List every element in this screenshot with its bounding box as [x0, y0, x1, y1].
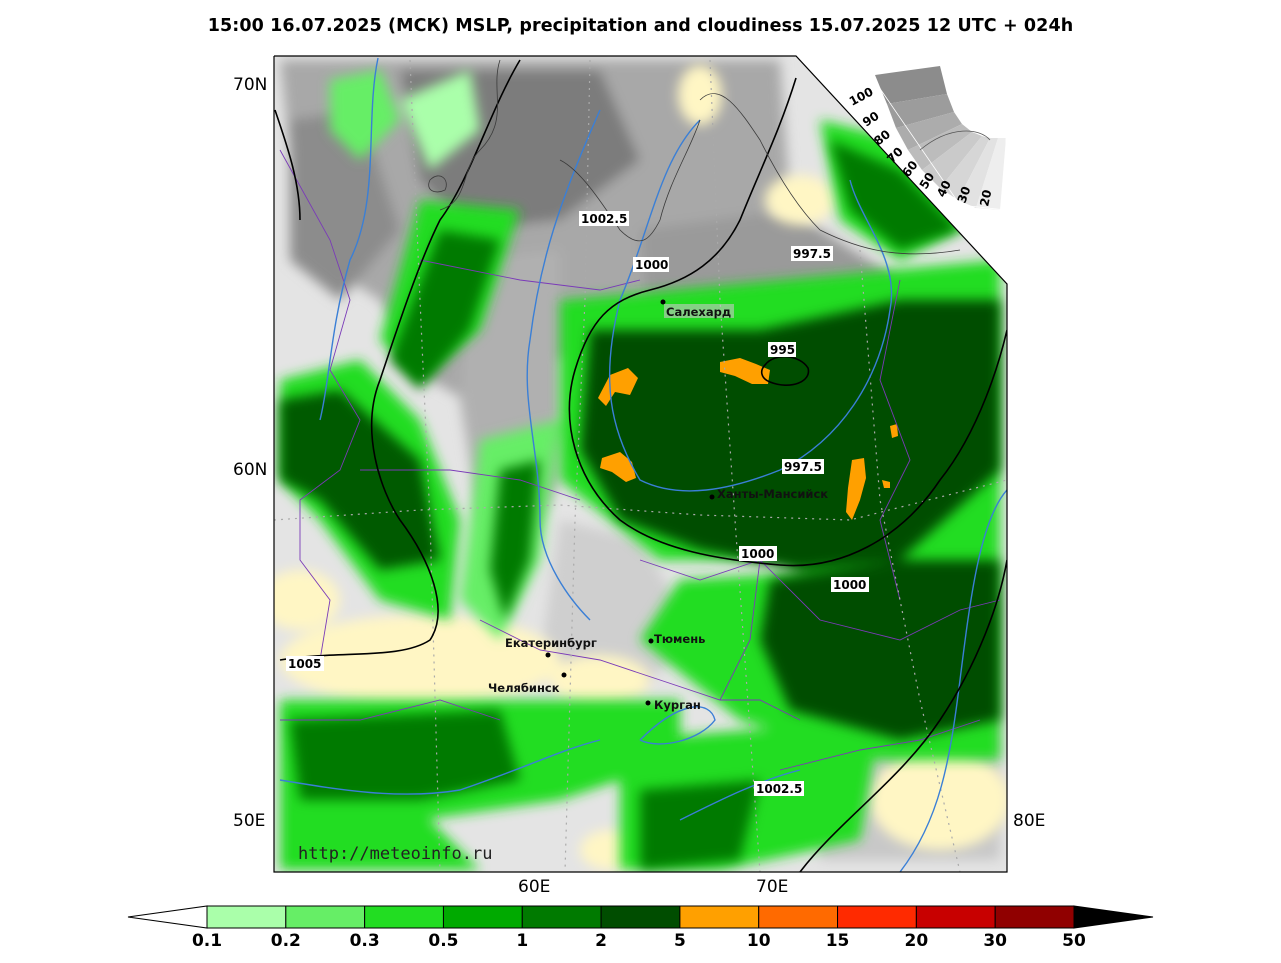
- lon-label-80e: 80E: [1013, 811, 1046, 831]
- colorbar-label: 30: [983, 931, 1008, 951]
- chart-title: 15:00 16.07.2025 (МСК) MSLP, precipitati…: [207, 16, 1074, 36]
- isobar-label: 997.5: [793, 247, 831, 261]
- cloud-label-20: 20: [977, 188, 994, 207]
- isobar-label: 997.5: [784, 460, 822, 474]
- city-salekhard: Салехард: [666, 305, 731, 319]
- lat-lon-grid: [274, 59, 1007, 872]
- colorbar-label: 5: [673, 931, 686, 951]
- colorbar-label: 0.2: [270, 931, 301, 951]
- colorbar-label: 20: [904, 931, 929, 951]
- cloud-label-40: 40: [934, 178, 954, 199]
- city-kurgan: Курган: [654, 698, 701, 712]
- map-fields: [274, 56, 1007, 872]
- lat-label-70n: 70N: [233, 75, 268, 95]
- isobar-label: 1000: [833, 578, 866, 592]
- isobar-labels: 1002.5 1000 997.5 995 997.5 1000 1000 10…: [286, 211, 869, 796]
- isobars: [274, 59, 1007, 872]
- isobar-label: 1000: [635, 258, 668, 272]
- colorbar-label: 1: [516, 931, 529, 951]
- precipitation-orange: [598, 358, 898, 520]
- cloud-label-30: 30: [955, 185, 974, 205]
- city-tyumen: Тюмень: [654, 632, 705, 646]
- colorbar-label: 0.5: [428, 931, 459, 951]
- clear-sky-areas: [274, 65, 1007, 870]
- map-frame: [273, 55, 1008, 873]
- lat-label-50e: 50E: [233, 811, 266, 831]
- city-yekaterinburg: Екатеринбург: [505, 636, 597, 650]
- colorbar-label: 2: [595, 931, 607, 951]
- isobar-label: 1002.5: [756, 782, 802, 796]
- city-khanty-mansiysk: Ханты-Мансийск: [717, 487, 828, 501]
- cloudiness-scale: [869, 63, 1007, 211]
- colorbar-label: 0.1: [191, 931, 223, 951]
- lat-label-60n: 60N: [233, 460, 268, 480]
- precipitation-heavy: [280, 140, 1000, 870]
- lon-label-60e: 60E: [518, 877, 551, 897]
- isobar-label: 1005: [288, 657, 321, 671]
- lon-label-70e: 70E: [756, 877, 789, 897]
- cities: Салехард Ханты-Мансийск Екатеринбург Тюм…: [488, 299, 828, 712]
- isobar-label: 1000: [741, 547, 774, 561]
- colorbar-label: 15: [825, 931, 850, 951]
- city-chelyabinsk: Челябинск: [488, 681, 560, 695]
- colorbar-label: 10: [746, 931, 771, 951]
- isobar-label: 1002.5: [581, 212, 627, 226]
- colorbar-label: 0.3: [349, 931, 380, 951]
- colorbar-label: 50: [1062, 931, 1086, 951]
- coastlines: [428, 59, 961, 255]
- source-url: http://meteoinfo.ru: [298, 844, 493, 864]
- isobar-label: 995: [770, 343, 795, 357]
